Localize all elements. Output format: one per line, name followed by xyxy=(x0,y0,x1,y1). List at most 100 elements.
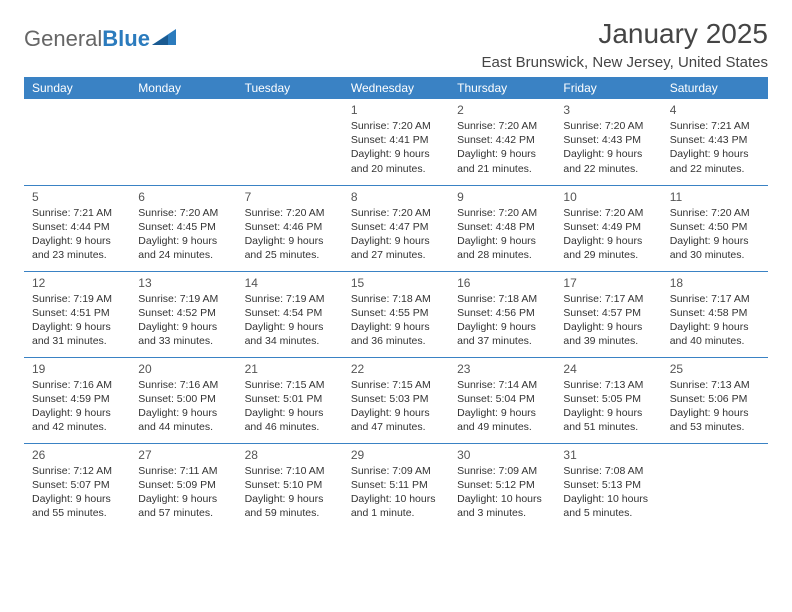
calendar-day-cell: 18 Sunrise: 7:17 AMSunset: 4:58 PMDayligh… xyxy=(662,271,768,357)
calendar-day-cell: 9Sunrise: 7:20 AMSunset: 4:48 PMDaylight… xyxy=(449,185,555,271)
calendar-day-cell: 19 Sunrise: 7:16 AMSunset: 4:59 PMDayligh… xyxy=(24,357,130,443)
calendar-day-cell: 20Sunrise: 7:16 AMSunset: 5:00 PMDayligh… xyxy=(130,357,236,443)
day-info: Sunrise: 7:20 AMSunset: 4:48 PMDaylight:… xyxy=(457,206,547,263)
day-number: 13 xyxy=(138,276,228,290)
day-info: Sunrise: 7:21 AMSunset: 4:44 PMDaylight:… xyxy=(32,206,122,263)
calendar-table: SundayMondayTuesdayWednesdayThursdayFrid… xyxy=(24,77,768,529)
day-number: 11 xyxy=(670,190,760,204)
day-info: Sunrise: 7:13 AMSunset: 5:06 PMDaylight:… xyxy=(670,378,760,435)
day-info: Sunrise: 7:16 AMSunset: 4:59 PMDaylight:… xyxy=(32,378,122,435)
calendar-empty-cell xyxy=(662,443,768,529)
day-number: 5 xyxy=(32,190,122,204)
page-title: January 2025 xyxy=(482,18,769,50)
calendar-week-row: 12 Sunrise: 7:19 AMSunset: 4:51 PMDayligh… xyxy=(24,271,768,357)
calendar-day-cell: 4Sunrise: 7:21 AMSunset: 4:43 PMDaylight… xyxy=(662,99,768,185)
day-info: Sunrise: 7:19 AMSunset: 4:54 PMDaylight:… xyxy=(245,292,335,349)
calendar-day-cell: 22 Sunrise: 7:15 AMSunset: 5:03 PMDayligh… xyxy=(343,357,449,443)
calendar-header-row: SundayMondayTuesdayWednesdayThursdayFrid… xyxy=(24,77,768,99)
day-info: Sunrise: 7:20 AMSunset: 4:42 PMDaylight:… xyxy=(457,119,547,176)
calendar-day-cell: 8 Sunrise: 7:20 AMSunset: 4:47 PMDaylight… xyxy=(343,185,449,271)
day-number: 19 xyxy=(32,362,122,376)
day-number: 22 xyxy=(351,362,441,376)
day-info: Sunrise: 7:20 AMSunset: 4:43 PMDaylight:… xyxy=(563,119,653,176)
header: GeneralBlue January 2025 East Brunswick,… xyxy=(24,18,768,71)
calendar-body: 1Sunrise: 7:20 AMSunset: 4:41 PMDaylight… xyxy=(24,99,768,529)
day-info: Sunrise: 7:19 AMSunset: 4:51 PMDaylight:… xyxy=(32,292,122,349)
day-number: 27 xyxy=(138,448,228,462)
calendar-day-cell: 17Sunrise: 7:17 AMSunset: 4:57 PMDayligh… xyxy=(555,271,661,357)
day-number: 31 xyxy=(563,448,653,462)
day-info: Sunrise: 7:19 AMSunset: 4:52 PMDaylight:… xyxy=(138,292,228,349)
calendar-empty-cell xyxy=(24,99,130,185)
calendar-empty-cell xyxy=(237,99,343,185)
day-number: 14 xyxy=(245,276,335,290)
day-number: 10 xyxy=(563,190,653,204)
day-info: Sunrise: 7:17 AMSunset: 4:58 PMDaylight:… xyxy=(670,292,760,349)
calendar-week-row: 5 Sunrise: 7:21 AMSunset: 4:44 PMDaylight… xyxy=(24,185,768,271)
calendar-day-cell: 16 Sunrise: 7:18 AMSunset: 4:56 PMDayligh… xyxy=(449,271,555,357)
day-number: 3 xyxy=(563,103,653,117)
calendar-day-cell: 26Sunrise: 7:12 AMSunset: 5:07 PMDayligh… xyxy=(24,443,130,529)
brand-text-blue: Blue xyxy=(102,26,150,51)
title-block: January 2025 East Brunswick, New Jersey,… xyxy=(482,18,769,71)
day-number: 18 xyxy=(670,276,760,290)
calendar-day-cell: 12 Sunrise: 7:19 AMSunset: 4:51 PMDayligh… xyxy=(24,271,130,357)
calendar-day-cell: 2 Sunrise: 7:20 AMSunset: 4:42 PMDaylight… xyxy=(449,99,555,185)
day-info: Sunrise: 7:20 AMSunset: 4:47 PMDaylight:… xyxy=(351,206,441,263)
day-number: 24 xyxy=(563,362,653,376)
day-info: Sunrise: 7:14 AMSunset: 5:04 PMDaylight:… xyxy=(457,378,547,435)
calendar-day-cell: 7Sunrise: 7:20 AMSunset: 4:46 PMDaylight… xyxy=(237,185,343,271)
calendar-day-cell: 13 Sunrise: 7:19 AMSunset: 4:52 PMDayligh… xyxy=(130,271,236,357)
calendar-week-row: 1Sunrise: 7:20 AMSunset: 4:41 PMDaylight… xyxy=(24,99,768,185)
calendar-day-cell: 24 Sunrise: 7:13 AMSunset: 5:05 PMDayligh… xyxy=(555,357,661,443)
day-number: 30 xyxy=(457,448,547,462)
calendar-day-cell: 6 Sunrise: 7:20 AMSunset: 4:45 PMDaylight… xyxy=(130,185,236,271)
day-info: Sunrise: 7:08 AMSunset: 5:13 PMDaylight:… xyxy=(563,464,653,521)
day-info: Sunrise: 7:15 AMSunset: 5:03 PMDaylight:… xyxy=(351,378,441,435)
calendar-day-cell: 11 Sunrise: 7:20 AMSunset: 4:50 PMDayligh… xyxy=(662,185,768,271)
day-number: 26 xyxy=(32,448,122,462)
day-info: Sunrise: 7:17 AMSunset: 4:57 PMDaylight:… xyxy=(563,292,653,349)
day-number: 6 xyxy=(138,190,228,204)
day-info: Sunrise: 7:18 AMSunset: 4:55 PMDaylight:… xyxy=(351,292,441,349)
day-number: 25 xyxy=(670,362,760,376)
day-header: Friday xyxy=(555,77,661,99)
day-info: Sunrise: 7:20 AMSunset: 4:41 PMDaylight:… xyxy=(351,119,441,176)
day-number: 16 xyxy=(457,276,547,290)
location-text: East Brunswick, New Jersey, United State… xyxy=(482,54,769,71)
calendar-week-row: 26Sunrise: 7:12 AMSunset: 5:07 PMDayligh… xyxy=(24,443,768,529)
day-info: Sunrise: 7:15 AMSunset: 5:01 PMDaylight:… xyxy=(245,378,335,435)
brand-text-gray: General xyxy=(24,26,102,51)
day-number: 2 xyxy=(457,103,547,117)
day-number: 4 xyxy=(670,103,760,117)
calendar-day-cell: 27 Sunrise: 7:11 AMSunset: 5:09 PMDayligh… xyxy=(130,443,236,529)
day-info: Sunrise: 7:16 AMSunset: 5:00 PMDaylight:… xyxy=(138,378,228,435)
day-header: Thursday xyxy=(449,77,555,99)
calendar-day-cell: 30Sunrise: 7:09 AMSunset: 5:12 PMDayligh… xyxy=(449,443,555,529)
day-info: Sunrise: 7:11 AMSunset: 5:09 PMDaylight:… xyxy=(138,464,228,521)
day-info: Sunrise: 7:10 AMSunset: 5:10 PMDaylight:… xyxy=(245,464,335,521)
brand-text: GeneralBlue xyxy=(24,26,150,52)
day-number: 15 xyxy=(351,276,441,290)
day-header: Saturday xyxy=(662,77,768,99)
day-info: Sunrise: 7:20 AMSunset: 4:46 PMDaylight:… xyxy=(245,206,335,263)
calendar-day-cell: 23Sunrise: 7:14 AMSunset: 5:04 PMDayligh… xyxy=(449,357,555,443)
day-info: Sunrise: 7:13 AMSunset: 5:05 PMDaylight:… xyxy=(563,378,653,435)
day-info: Sunrise: 7:18 AMSunset: 4:56 PMDaylight:… xyxy=(457,292,547,349)
calendar-day-cell: 5 Sunrise: 7:21 AMSunset: 4:44 PMDaylight… xyxy=(24,185,130,271)
calendar-empty-cell xyxy=(130,99,236,185)
day-number: 8 xyxy=(351,190,441,204)
calendar-day-cell: 1Sunrise: 7:20 AMSunset: 4:41 PMDaylight… xyxy=(343,99,449,185)
day-header: Monday xyxy=(130,77,236,99)
day-number: 28 xyxy=(245,448,335,462)
day-info: Sunrise: 7:20 AMSunset: 4:45 PMDaylight:… xyxy=(138,206,228,263)
day-number: 12 xyxy=(32,276,122,290)
day-info: Sunrise: 7:09 AMSunset: 5:11 PMDaylight:… xyxy=(351,464,441,521)
day-number: 21 xyxy=(245,362,335,376)
day-header: Tuesday xyxy=(237,77,343,99)
day-info: Sunrise: 7:20 AMSunset: 4:50 PMDaylight:… xyxy=(670,206,760,263)
day-header: Sunday xyxy=(24,77,130,99)
calendar-day-cell: 10Sunrise: 7:20 AMSunset: 4:49 PMDayligh… xyxy=(555,185,661,271)
calendar-week-row: 19 Sunrise: 7:16 AMSunset: 4:59 PMDayligh… xyxy=(24,357,768,443)
calendar-day-cell: 28 Sunrise: 7:10 AMSunset: 5:10 PMDayligh… xyxy=(237,443,343,529)
